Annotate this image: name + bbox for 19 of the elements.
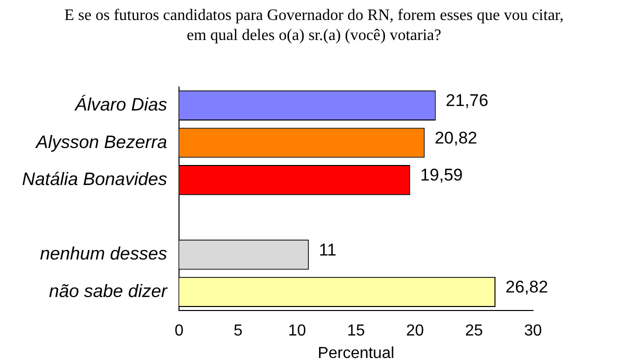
data-label: 21,76 bbox=[446, 91, 488, 110]
y-tick-label: Alysson Bezerra bbox=[35, 132, 168, 152]
y-tick-label: Álvaro Dias bbox=[74, 94, 168, 114]
y-tick-label: não sabe dizer bbox=[48, 280, 168, 301]
data-label: 26,82 bbox=[505, 278, 548, 297]
x-tick-label: 5 bbox=[234, 322, 243, 340]
x-tick-label: 25 bbox=[465, 322, 484, 340]
chart-title: E se os futuros candidatos para Governador do RN, forem esses que vou citar, em qual deles o(a) sr.(a) (você) votaria? bbox=[63, 6, 565, 46]
x-tick-label: 20 bbox=[406, 322, 424, 340]
x-tick-label: 30 bbox=[524, 322, 542, 340]
data-label: 19,59 bbox=[420, 166, 463, 185]
x-tick-label: 15 bbox=[347, 322, 366, 340]
y-tick-label: Natália Bonavides bbox=[22, 169, 168, 190]
data-label: 20,82 bbox=[434, 128, 478, 148]
data-label: 11 bbox=[318, 240, 337, 260]
x-tick-label: 10 bbox=[288, 322, 306, 340]
y-tick-label: nenhum desses bbox=[40, 244, 168, 264]
x-tick-label: 0 bbox=[174, 322, 184, 340]
x-axis-title: Percentual bbox=[318, 344, 394, 362]
